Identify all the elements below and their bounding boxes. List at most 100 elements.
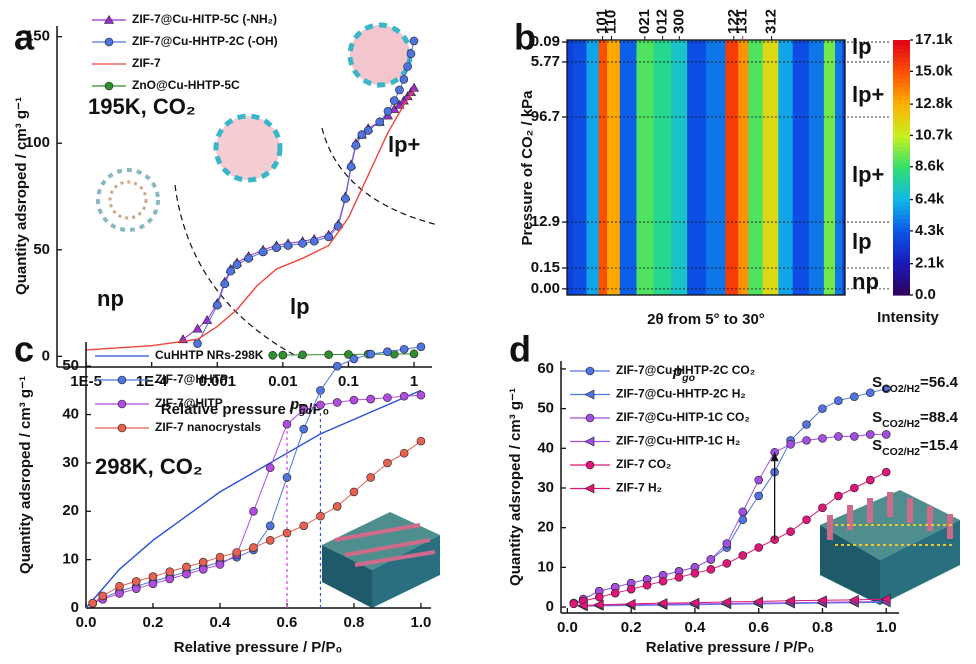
data-point (215, 552, 225, 562)
data-point (282, 473, 292, 482)
colorbar-step (893, 273, 910, 279)
data-point (366, 473, 376, 482)
colorbar-step (893, 235, 910, 241)
peak-label: 122 (725, 9, 742, 34)
panel-label: b (514, 17, 536, 58)
colorbar-step (893, 103, 910, 109)
colorbar-step (893, 227, 910, 232)
y-tick-label: 10 (537, 558, 554, 575)
heatmap-cell (778, 40, 794, 295)
phase-label: lp (852, 34, 872, 59)
colorbar-step (893, 261, 910, 266)
data-point (117, 423, 127, 433)
heatmap-cell (823, 40, 836, 295)
heatmap-cell (636, 40, 655, 295)
colorbar-step (893, 146, 910, 152)
colorbar-step (893, 133, 910, 139)
heatmap-cell (792, 40, 810, 295)
colorbar-label: 4.3k (915, 222, 945, 239)
x-tick-label: 1.0 (876, 619, 897, 636)
data-point (98, 591, 108, 601)
colorbar-step (893, 154, 910, 160)
data-point (193, 339, 202, 348)
y-tick-label: 12.9 (531, 213, 560, 230)
colorbar-step (893, 52, 910, 58)
data-point (103, 14, 115, 24)
colorbar-step (893, 57, 910, 62)
x-tick-label: 1 (410, 373, 418, 390)
data-point (265, 521, 275, 531)
data-point (738, 507, 748, 517)
data-point (784, 595, 795, 606)
data-point (584, 483, 595, 494)
data-point (283, 241, 293, 250)
data-point (316, 386, 325, 395)
y-tick-label: 150 (25, 28, 50, 45)
legend-label: ZIF-7@HITP (155, 396, 223, 410)
data-point (584, 436, 595, 447)
y-tick-label: 0 (71, 599, 79, 616)
phase-label: lp (852, 229, 872, 254)
y-tick-label: 60 (537, 360, 554, 377)
colorbar-step (893, 40, 910, 45)
y-tick-label: 10 (62, 551, 79, 568)
data-point (332, 502, 342, 511)
data-point (866, 388, 875, 398)
heatmap-cell (567, 40, 574, 295)
data-point (642, 580, 652, 590)
colorbar-step (893, 150, 910, 156)
y-tick-label: 40 (537, 439, 554, 456)
data-point (366, 349, 376, 359)
annotation: 195K, CO₂ (88, 94, 196, 119)
colorbar-step (893, 244, 910, 249)
data-point (706, 565, 716, 574)
legend-label: ZIF-7@Cu-HITP-5C (-NH₂) (132, 12, 277, 26)
data-point (626, 584, 636, 594)
y-tick-label: 20 (537, 519, 554, 536)
colorbar-step (893, 91, 910, 96)
colorbar-step (893, 222, 910, 228)
phase-boundary (321, 127, 439, 226)
data-point (834, 396, 843, 405)
x-tick-label: 0.2 (143, 614, 164, 631)
legend-label: ZIF-7@Cu-HHTP-2C (-OH) (132, 34, 278, 48)
panel-label: d (509, 329, 531, 370)
data-point (753, 596, 763, 607)
data-point (351, 141, 361, 150)
data-point (349, 487, 359, 497)
text-part: S (872, 437, 882, 454)
lattice-icon (322, 490, 960, 608)
data-point (881, 467, 891, 477)
data-point (818, 434, 827, 443)
colorbar-label: 17.1k (915, 31, 953, 48)
y-axis-title: Quantity adsroped / cm³ g⁻¹ (17, 376, 34, 574)
colorbar-step (893, 239, 910, 245)
heatmap-cell (706, 40, 726, 295)
y-tick-label: 0.09 (531, 33, 560, 50)
data-point (268, 350, 277, 360)
data-point (249, 506, 258, 516)
panel-label: c (14, 329, 34, 370)
data-point (585, 366, 595, 376)
data-point (818, 503, 827, 513)
data-point (332, 361, 342, 371)
x-tick-label: 0.0 (557, 619, 578, 636)
arrow-head (770, 452, 779, 462)
data-point (298, 350, 307, 360)
heatmap-cell (586, 40, 600, 295)
x-axis-title: Relative pressure / P/P₀ (646, 639, 815, 656)
legend-label: ZIF-7@HHTP (155, 372, 228, 386)
data-point (165, 567, 175, 577)
data-point (220, 279, 230, 289)
annotation: lp (290, 294, 310, 319)
heatmap-cell (607, 40, 621, 295)
y-axis-title: Pressure of CO₂ / kPa (519, 90, 536, 246)
data-point (215, 560, 225, 569)
colorbar-step (893, 120, 910, 126)
data-point (148, 579, 158, 589)
data-point (115, 581, 124, 591)
data-point (309, 236, 319, 246)
data-point (409, 349, 419, 359)
colorbar-step (893, 86, 910, 92)
colorbar-step (893, 265, 910, 271)
